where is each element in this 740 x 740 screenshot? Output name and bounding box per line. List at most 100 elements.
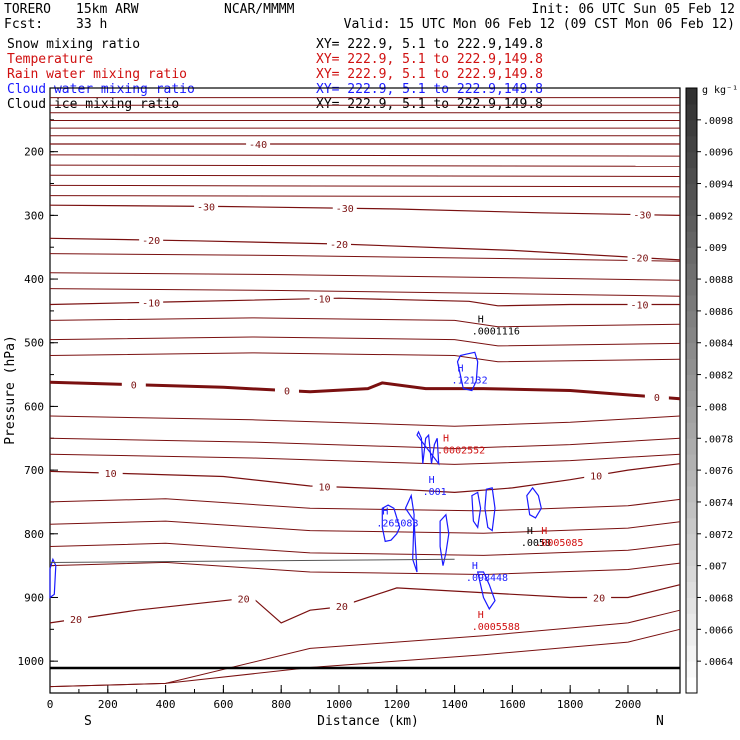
temperature-contour-line: [49, 628, 681, 688]
y-tick-label: 400: [24, 273, 44, 286]
colorbar-step: [686, 151, 697, 169]
maximum-value: .001: [423, 487, 447, 498]
resolution-label: 15km ARW: [76, 2, 139, 17]
init-time: Init: 06 UTC Sun 05 Feb 12: [532, 2, 736, 17]
cloud-water-contour: [416, 430, 440, 466]
cloud-water-contour: [484, 487, 496, 532]
temperature-contour-line: [49, 415, 681, 427]
fcst-value: 33 h: [76, 17, 107, 32]
contour-label-bg: [644, 391, 669, 404]
x-axis-label: Distance (km): [317, 714, 419, 729]
maximum-marker: H: [541, 526, 547, 537]
x-tick-label: 1400: [441, 698, 468, 711]
y-tick-label: 600: [24, 400, 44, 413]
cloud-water-contour: [526, 486, 542, 519]
colorbar-step: [686, 342, 697, 360]
colorbar-step: [686, 103, 697, 121]
maximum-marker: H: [443, 433, 449, 444]
temperature-contour-line: [49, 253, 681, 262]
y-tick-label: 1000: [18, 655, 45, 668]
y-tick-label: 500: [24, 337, 44, 350]
contour-label: 0: [654, 393, 660, 404]
cloud-water-contour: [49, 557, 57, 599]
cloud-water-contours: [49, 351, 542, 611]
colorbar-label: .0096: [703, 148, 733, 159]
plot-frame: [49, 87, 681, 694]
temperature-contour-line: [49, 520, 681, 534]
colorbar-step: [686, 677, 697, 694]
temperature-contour-line: [49, 498, 681, 512]
colorbar-step: [686, 454, 697, 471]
fcst-label: Fcst:: [4, 17, 43, 32]
colorbar-label: .0066: [703, 625, 733, 636]
cloud-water-contour: [381, 504, 401, 543]
legend-field-name: Cloud ice mixing ratio: [7, 97, 179, 112]
y-tick-label: 700: [24, 464, 44, 477]
colorbar-step: [686, 597, 697, 614]
contour-label-bg: [312, 480, 337, 493]
colorbar-label: .008: [703, 402, 727, 413]
colorbar-step: [686, 533, 697, 551]
contour-label-bg: [231, 592, 256, 605]
contour-label: 20: [238, 594, 250, 605]
maximum-marker: H: [478, 314, 484, 325]
y-tick-label: 900: [24, 591, 44, 604]
colorbar-label: .009: [703, 243, 727, 254]
contour-label: -10: [631, 301, 649, 312]
maximum-marker: H: [382, 507, 388, 518]
contour-label-bg: [627, 251, 652, 264]
colorbar-label: .0082: [703, 371, 733, 382]
legend-field-xy: XY= 222.9, 5.1 to 222.9,149.8: [316, 37, 543, 52]
legend-field-name: Temperature: [7, 52, 93, 67]
temperature-contour--10: [49, 297, 680, 307]
colorbar-label: .0072: [703, 530, 733, 541]
temperature-contour--30: [49, 204, 681, 216]
x-tick-label: 0: [47, 698, 54, 711]
contour-label: -10: [313, 295, 331, 306]
contour-label: -20: [330, 240, 348, 251]
colorbar-step: [686, 294, 697, 312]
colorbar-step: [686, 119, 697, 137]
temperature-contour-20: [49, 584, 681, 624]
colorbar-label: .0088: [703, 275, 733, 286]
contour-label-bg: [587, 591, 612, 604]
temperature-contour-line: [49, 184, 681, 188]
y-tick-label: 800: [24, 528, 44, 541]
contour-label-bg: [630, 208, 655, 221]
contour-label-bg: [326, 238, 351, 251]
x-tick-label: 2000: [615, 698, 642, 711]
contour-label: 0: [131, 381, 137, 392]
x-tick-label: 1600: [499, 698, 526, 711]
org-label: NCAR/MMMM: [224, 2, 295, 17]
x-tick-label: 1000: [326, 698, 353, 711]
contour-label-bg: [329, 600, 354, 613]
colorbar-step: [686, 565, 697, 583]
temperature-contour-line: [49, 164, 681, 167]
field-maxima: H.0001116H.12132H.0002552H.001H.265083H.…: [376, 314, 583, 632]
colorbar-step: [686, 215, 697, 232]
contour-label: 10: [590, 471, 602, 482]
snow-contour: [49, 558, 455, 563]
maximum-value: .12132: [451, 375, 487, 386]
colorbar-step: [686, 645, 697, 662]
colorbar-unit: g kg⁻¹: [702, 85, 738, 96]
temperature-contour-line: [49, 317, 681, 328]
maximum-marker: H: [527, 526, 533, 537]
legend-field-xy: XY= 222.9, 5.1 to 222.9,149.8: [316, 97, 543, 112]
colorbar: .0064 .0066 .0068 .007 .0072 .0074 .0076 .0078.…: [685, 87, 733, 694]
contour-label-bg: [309, 292, 334, 305]
temperature-contour-line: [49, 272, 681, 281]
colorbar-label: .007: [703, 562, 727, 573]
contour-label: 20: [593, 593, 605, 604]
colorbar-step: [686, 501, 697, 519]
colorbar-label: .0086: [703, 307, 733, 318]
colorbar-label: .0074: [703, 498, 733, 509]
contour-label: 10: [319, 483, 331, 494]
contour-label: -30: [336, 204, 354, 215]
field-legend: Snow mixing ratio XY= 222.9, 5.1 to 222.9…: [7, 37, 543, 112]
temperature-contour-line: [49, 453, 681, 465]
y-axis-label: Pressure (hPa): [3, 335, 18, 445]
x-tick-label: 200: [98, 698, 118, 711]
x-tick-label: 1200: [384, 698, 411, 711]
colorbar-label: .0092: [703, 211, 733, 222]
